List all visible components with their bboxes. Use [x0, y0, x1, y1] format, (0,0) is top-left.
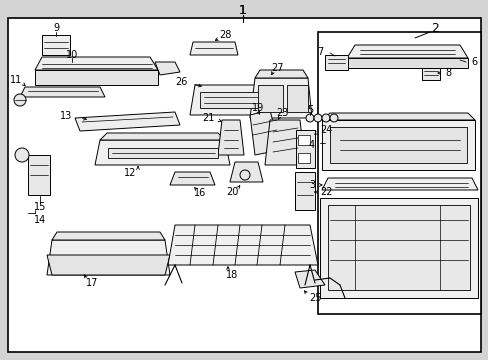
Text: 26: 26: [175, 77, 187, 87]
Polygon shape: [321, 120, 474, 170]
Text: 8: 8: [444, 68, 450, 78]
Circle shape: [15, 148, 29, 162]
Text: 17: 17: [85, 278, 98, 288]
Polygon shape: [190, 85, 274, 115]
Polygon shape: [421, 68, 439, 80]
Text: 16: 16: [193, 188, 206, 198]
Text: 22: 22: [319, 187, 332, 197]
Polygon shape: [200, 92, 262, 108]
Polygon shape: [95, 140, 229, 165]
Polygon shape: [47, 255, 170, 275]
Polygon shape: [47, 240, 170, 275]
Polygon shape: [35, 57, 158, 70]
Text: 2: 2: [430, 22, 438, 35]
Polygon shape: [327, 205, 469, 290]
Polygon shape: [218, 120, 244, 155]
Polygon shape: [286, 85, 307, 112]
Text: 13: 13: [60, 111, 72, 121]
Text: 19: 19: [251, 103, 264, 113]
Polygon shape: [42, 35, 70, 55]
Polygon shape: [258, 85, 283, 112]
Circle shape: [14, 94, 26, 106]
Polygon shape: [75, 112, 180, 131]
Polygon shape: [168, 225, 317, 265]
Text: 25: 25: [308, 293, 321, 303]
Polygon shape: [294, 172, 314, 210]
Text: 3: 3: [308, 180, 314, 190]
Text: 20: 20: [225, 187, 238, 197]
Circle shape: [313, 114, 321, 122]
Text: 9: 9: [53, 23, 59, 33]
Polygon shape: [319, 198, 477, 298]
Polygon shape: [155, 62, 180, 75]
Polygon shape: [346, 45, 467, 58]
Polygon shape: [249, 110, 280, 155]
Polygon shape: [295, 130, 314, 168]
Circle shape: [305, 114, 313, 122]
Polygon shape: [321, 178, 477, 190]
Circle shape: [321, 114, 329, 122]
Polygon shape: [170, 172, 215, 185]
Text: 6: 6: [470, 57, 476, 67]
Text: 23: 23: [275, 108, 287, 118]
Polygon shape: [108, 148, 218, 158]
Polygon shape: [325, 55, 347, 70]
Text: 11: 11: [10, 75, 22, 85]
Polygon shape: [321, 113, 474, 120]
Polygon shape: [294, 270, 325, 288]
Polygon shape: [254, 70, 307, 78]
Text: 4: 4: [308, 140, 314, 150]
Polygon shape: [264, 120, 305, 165]
Polygon shape: [52, 232, 164, 240]
Bar: [317, 32, 480, 314]
Text: 1: 1: [239, 4, 246, 17]
Text: 7: 7: [316, 47, 323, 57]
Polygon shape: [28, 155, 50, 195]
Polygon shape: [297, 135, 309, 145]
Text: 21: 21: [202, 113, 215, 123]
Polygon shape: [229, 162, 263, 182]
Text: 15: 15: [34, 202, 46, 212]
Polygon shape: [190, 42, 238, 55]
Text: 28: 28: [218, 30, 231, 40]
Polygon shape: [249, 78, 311, 118]
Text: 14: 14: [34, 215, 46, 225]
Text: 24: 24: [319, 125, 332, 135]
Text: 10: 10: [66, 50, 78, 60]
Circle shape: [329, 114, 337, 122]
Polygon shape: [35, 70, 158, 85]
Text: 12: 12: [123, 168, 136, 178]
Polygon shape: [346, 58, 467, 68]
Polygon shape: [100, 133, 224, 140]
Text: 18: 18: [225, 270, 238, 280]
Polygon shape: [20, 87, 105, 97]
Text: 27: 27: [271, 63, 284, 73]
Polygon shape: [329, 127, 466, 163]
Polygon shape: [297, 153, 309, 163]
Text: 5: 5: [306, 105, 312, 115]
Circle shape: [240, 170, 249, 180]
Text: 1: 1: [239, 4, 246, 17]
